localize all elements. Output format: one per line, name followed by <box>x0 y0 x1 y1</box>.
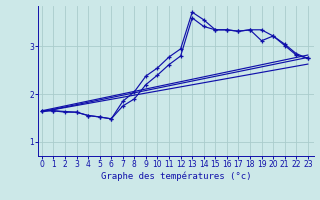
X-axis label: Graphe des températures (°c): Graphe des températures (°c) <box>101 172 251 181</box>
